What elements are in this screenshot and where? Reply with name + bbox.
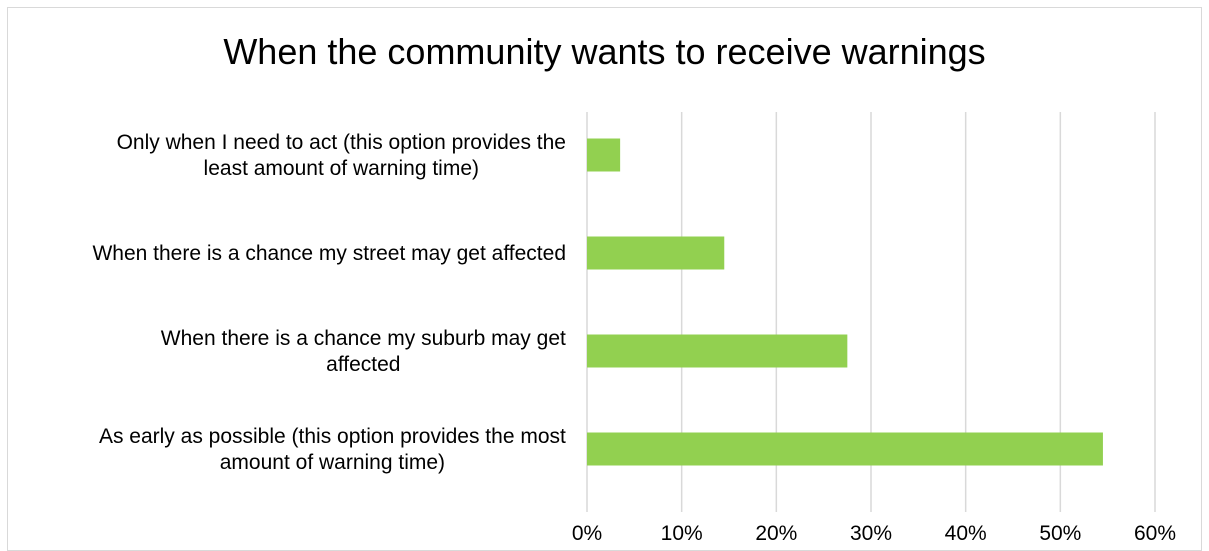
x-tick-label-3: 30% <box>850 522 892 545</box>
x-tick-label-6: 60% <box>1134 522 1176 545</box>
x-tick-label-4: 40% <box>945 522 987 545</box>
bar-2 <box>587 334 848 368</box>
x-tick-label-2: 20% <box>755 522 797 545</box>
chart-title: When the community wants to receive warn… <box>223 31 986 72</box>
x-tick-label-5: 50% <box>1039 522 1081 545</box>
category-label-2: When there is a chance my suburb may get… <box>161 327 566 376</box>
category-label-0: Only when I need to act (this option pro… <box>117 131 566 180</box>
bar-0 <box>587 138 621 172</box>
category-label-3: As early as possible (this option provid… <box>99 425 566 474</box>
bar-3 <box>587 432 1103 466</box>
bar-1 <box>587 236 725 270</box>
x-tick-label-0: 0% <box>572 522 602 545</box>
category-label-1: When there is a chance my street may get… <box>92 242 566 265</box>
x-tick-label-1: 10% <box>661 522 703 545</box>
